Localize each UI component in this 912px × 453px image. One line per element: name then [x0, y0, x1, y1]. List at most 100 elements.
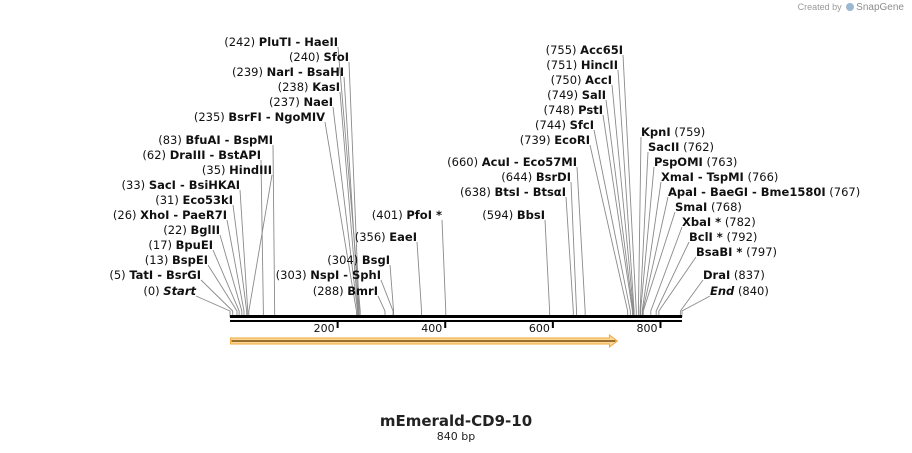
site-position: (749) — [547, 88, 578, 102]
site-connector — [248, 174, 273, 317]
restriction-site-label[interactable]: (644) BsrDI — [501, 170, 571, 184]
restriction-site-label[interactable]: (739) EcoRI — [520, 133, 590, 147]
site-position: (750) — [551, 73, 582, 87]
site-enzyme-name: BmrI — [347, 284, 378, 298]
restriction-site-label[interactable]: DraI (837) — [703, 268, 765, 282]
restriction-site-label[interactable]: (13) BspEI — [145, 253, 208, 267]
site-enzyme-name: PstI — [578, 103, 603, 117]
restriction-site-label[interactable]: PspOMI (763) — [654, 155, 737, 169]
restriction-site-label[interactable]: (750) AccI — [551, 73, 612, 87]
restriction-site-label[interactable]: (31) Eco53kI — [155, 193, 233, 207]
site-position: (5) — [109, 268, 125, 282]
restriction-site-label[interactable]: (83) BfuAI - BspMI — [158, 133, 273, 147]
site-position: (235) — [194, 110, 225, 124]
site-enzyme-name: PspOMI — [654, 155, 703, 169]
restriction-site-label[interactable]: (238) KasI — [278, 80, 340, 94]
site-position: (751) — [546, 58, 577, 72]
restriction-site-label[interactable]: (17) BpuEI — [148, 238, 213, 252]
restriction-site-label[interactable]: BsaBI * (797) — [696, 245, 777, 259]
restriction-site-label[interactable]: (237) NaeI — [269, 95, 333, 109]
site-enzyme-name: SfoI — [324, 50, 349, 64]
site-position: (288) — [313, 284, 344, 298]
site-enzyme-name: DraIII - BstAPI — [170, 148, 261, 162]
restriction-site-label[interactable]: XbaI * (782) — [682, 215, 756, 229]
restriction-site-label[interactable]: (62) DraIII - BstAPI — [142, 148, 261, 162]
restriction-site-label[interactable]: KpnI (759) — [641, 125, 705, 139]
restriction-site-label[interactable]: (748) PstI — [544, 103, 603, 117]
restriction-site-label[interactable]: BclI * (792) — [689, 230, 757, 244]
site-connector — [641, 181, 662, 317]
site-connector — [377, 295, 386, 317]
site-enzyme-name: AccI — [585, 73, 612, 87]
axis-tick — [336, 320, 339, 328]
axis-tick — [444, 320, 447, 328]
site-enzyme-name: SfcI — [570, 118, 594, 132]
axis-tick-label: 400 — [421, 322, 442, 335]
site-position: (767) — [829, 185, 860, 199]
site-position: (13) — [145, 253, 169, 267]
restriction-site-label[interactable]: (660) AcuI - Eco57MI — [447, 155, 577, 169]
restriction-site-label[interactable]: (239) NarI - BsaHI — [232, 65, 344, 79]
site-position: (762) — [683, 140, 714, 154]
site-position: (304) — [327, 253, 358, 267]
site-enzyme-name: BglII — [191, 223, 221, 237]
axis-tick — [659, 320, 662, 328]
restriction-site-label[interactable]: (33) SacI - BsiHKAI — [122, 178, 240, 192]
site-enzyme-name: SmaI — [675, 200, 707, 214]
site-position: (763) — [706, 155, 737, 169]
site-enzyme-name: XmaI - TspMI — [661, 170, 744, 184]
site-connector — [576, 166, 586, 317]
restriction-site-label[interactable]: (235) BsrFI - NgoMIV — [194, 110, 325, 124]
restriction-site-label[interactable]: (22) BglII — [163, 223, 220, 237]
site-position: (766) — [747, 170, 778, 184]
site-position: (782) — [725, 215, 756, 229]
restriction-site-label[interactable]: (303) NspI - SphI — [276, 268, 381, 282]
site-enzyme-name: BsgI — [362, 253, 390, 267]
site-enzyme-name: BspEI — [172, 253, 208, 267]
site-position: (240) — [289, 50, 320, 64]
site-position: (303) — [276, 268, 307, 282]
restriction-site-label[interactable]: (26) XhoI - PaeR7I — [113, 208, 227, 222]
restriction-site-label[interactable]: (749) SalI — [547, 88, 606, 102]
site-enzyme-name: KasI — [312, 80, 340, 94]
restriction-site-label[interactable]: (751) HincII — [546, 58, 618, 72]
feature-arrow[interactable] — [230, 334, 619, 348]
site-connector — [570, 181, 577, 317]
site-position: (35) — [202, 163, 226, 177]
restriction-site-label[interactable]: (356) EaeI — [355, 230, 417, 244]
restriction-site-label[interactable]: SmaI (768) — [675, 200, 742, 214]
restriction-site-label[interactable]: (288) BmrI — [313, 284, 378, 298]
site-connector — [637, 136, 642, 317]
restriction-site-label[interactable]: XmaI - TspMI (766) — [661, 170, 778, 184]
restriction-site-label[interactable]: SacII (762) — [648, 140, 714, 154]
restriction-site-label[interactable]: (304) BsgI — [327, 253, 390, 267]
site-connector — [679, 279, 704, 317]
restriction-site-label[interactable]: End (840) — [710, 284, 769, 298]
sequence-backbone-top — [230, 315, 682, 318]
site-enzyme-name: BclI * — [689, 230, 723, 244]
restriction-site-label[interactable]: ApaI - BaeGI - Bme1580I (767) — [668, 185, 860, 199]
restriction-site-label[interactable]: (638) BtsI - BtsαI — [460, 185, 566, 199]
site-connector — [272, 144, 276, 317]
restriction-site-label[interactable]: (242) PluTI - HaeII — [224, 35, 338, 49]
restriction-site-label[interactable]: (594) BbsI — [482, 208, 545, 222]
site-position: (644) — [501, 170, 532, 184]
restriction-site-label[interactable]: (5) TatI - BsrGI — [109, 268, 201, 282]
restriction-site-label[interactable]: (0) Start — [143, 284, 196, 298]
restriction-site-label[interactable]: (744) SfcI — [535, 118, 594, 132]
restriction-site-label[interactable]: (401) PfoI * — [372, 208, 442, 222]
axis-tick — [551, 320, 554, 328]
restriction-site-label[interactable]: (755) Acc65I — [546, 43, 623, 57]
site-position: (768) — [711, 200, 742, 214]
site-position: (840) — [738, 284, 769, 298]
credit-brand: SnapGene — [856, 2, 904, 13]
site-enzyme-name: DraI — [703, 268, 730, 282]
site-enzyme-name: HindIII — [229, 163, 272, 177]
site-enzyme-name: BtsI - BtsαI — [495, 185, 566, 199]
site-enzyme-name: Start — [163, 284, 196, 298]
sequence-name: mEmerald-CD9-10 — [379, 412, 533, 430]
site-enzyme-name: NaeI — [304, 95, 333, 109]
site-connector — [544, 219, 551, 317]
restriction-site-label[interactable]: (35) HindIII — [202, 163, 272, 177]
restriction-site-label[interactable]: (240) SfoI — [289, 50, 349, 64]
